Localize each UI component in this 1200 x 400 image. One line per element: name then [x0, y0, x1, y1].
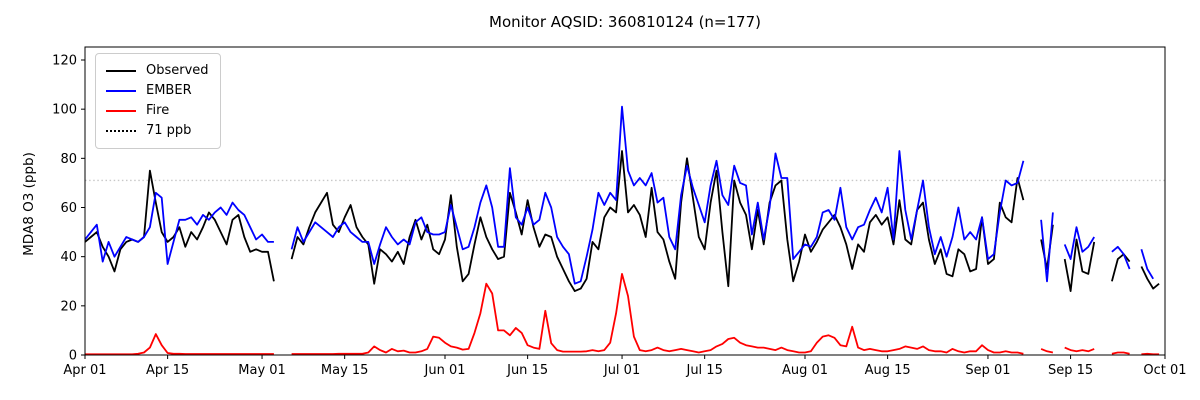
legend: Observed EMBER Fire 71 ppb — [95, 53, 221, 149]
legend-label: EMBER — [146, 83, 192, 98]
x-tick-label: Sep 15 — [1048, 363, 1093, 378]
legend-label: Fire — [146, 103, 170, 118]
x-tick-label: Apr 15 — [146, 363, 189, 378]
legend-item-threshold: 71 ppb — [106, 121, 209, 141]
legend-line-threshold — [106, 130, 136, 132]
x-tick-label: Jul 15 — [685, 363, 722, 378]
x-tick-label: Jun 01 — [424, 363, 466, 378]
x-tick-label: Sep 01 — [965, 363, 1010, 378]
y-tick-label: 0 — [69, 349, 77, 364]
y-tick-label: 60 — [60, 201, 77, 216]
y-tick-label: 120 — [52, 54, 77, 69]
legend-line-ember — [106, 90, 136, 92]
x-tick-label: May 01 — [238, 363, 286, 378]
legend-line-fire — [106, 110, 136, 112]
plot-frame — [84, 46, 1166, 356]
x-tick-label: Jun 15 — [506, 363, 548, 378]
y-tick-label: 40 — [60, 250, 77, 265]
x-tick-label: Aug 01 — [782, 363, 828, 378]
x-tick-label: Oct 01 — [1143, 363, 1186, 378]
y-tick-label: 100 — [52, 103, 77, 118]
legend-label: Observed — [146, 63, 209, 78]
series-line-ember — [84, 105, 1154, 285]
y-tick-label: 80 — [60, 152, 77, 167]
legend-line-observed — [106, 70, 136, 72]
legend-label: 71 ppb — [146, 123, 192, 138]
x-tick-label: Jul 01 — [603, 363, 640, 378]
legend-item-observed: Observed — [106, 61, 209, 81]
x-tick-label: May 15 — [321, 363, 369, 378]
series-line-fire — [85, 273, 1160, 356]
x-tick-label: Aug 15 — [865, 363, 911, 378]
y-tick-label: 20 — [60, 299, 77, 314]
legend-item-fire: Fire — [106, 101, 209, 121]
series-line-observed — [84, 150, 1160, 292]
legend-item-ember: EMBER — [106, 81, 209, 101]
x-tick-label: Apr 01 — [63, 363, 106, 378]
chart-title: Monitor AQSID: 360810124 (n=177) — [489, 13, 761, 31]
